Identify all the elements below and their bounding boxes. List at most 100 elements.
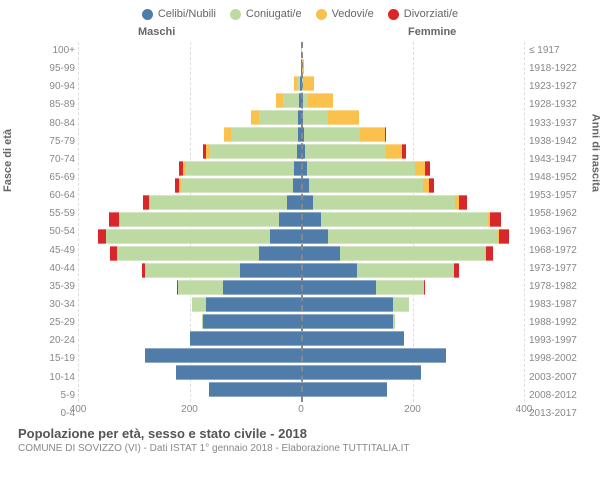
bar-segment (499, 229, 509, 244)
age-band: 100+ (20, 42, 75, 59)
bar-segment (210, 144, 296, 159)
legend-label: Divorziati/e (404, 8, 458, 20)
legend-label: Vedovi/e (332, 8, 374, 20)
bar-segment (308, 93, 333, 108)
bar-segment (106, 229, 270, 244)
bars-container (78, 42, 524, 402)
x-axis: 4002000200400 (78, 404, 524, 422)
bar-segment (259, 110, 298, 125)
bar-segment (109, 212, 119, 227)
x-tick: 0 (298, 404, 304, 415)
birth-year: 1953-1957 (529, 187, 584, 204)
age-band: 65-69 (20, 169, 75, 186)
bar-segment (186, 161, 295, 176)
bar-segment (178, 280, 223, 295)
birth-year: 1968-1972 (529, 242, 584, 259)
pyramid-chart: Celibi/Nubili Coniugati/e Vedovi/e Divor… (0, 0, 600, 500)
bar-segment (176, 365, 301, 380)
age-band: 85-89 (20, 96, 75, 113)
age-band: 95-99 (20, 60, 75, 77)
bar-segment (490, 212, 501, 227)
legend-dot (316, 9, 327, 20)
legend-dot (388, 9, 399, 20)
bar-segment (454, 263, 458, 278)
age-band: 50-54 (20, 223, 75, 240)
birth-year: 1933-1937 (529, 115, 584, 132)
bar-segment (313, 195, 455, 210)
bar-segment (301, 314, 393, 329)
bar-segment (402, 144, 405, 159)
bar-segment (303, 110, 328, 125)
female-header: Femmine (408, 26, 456, 38)
center-line (301, 42, 303, 402)
legend-item-celibi: Celibi/Nubili (142, 8, 216, 20)
bar-segment (190, 331, 302, 346)
bar-segment (393, 314, 395, 329)
age-band: 55-59 (20, 205, 75, 222)
bar-segment (283, 93, 300, 108)
bar-segment (203, 314, 301, 329)
birth-year: 1998-2002 (529, 350, 584, 367)
age-band: 10-14 (20, 369, 75, 386)
birth-year: ≤ 1917 (529, 42, 584, 59)
bar-segment (206, 297, 301, 312)
bar-segment (240, 263, 301, 278)
male-header: Maschi (138, 26, 175, 38)
bar-segment (301, 348, 446, 363)
plot-area: Fasce di età Anni di nascita 100+95-9990… (8, 42, 592, 422)
legend: Celibi/Nubili Coniugati/e Vedovi/e Divor… (8, 8, 592, 20)
bar-segment (301, 297, 393, 312)
legend-label: Coniugati/e (246, 8, 302, 20)
birth-year: 1988-1992 (529, 314, 584, 331)
bar-segment (98, 229, 106, 244)
age-band: 25-29 (20, 314, 75, 331)
birth-year-labels: ≤ 19171918-19221923-19271928-1932 1933-19… (529, 42, 584, 422)
x-tick: 400 (516, 404, 533, 415)
bar-segment (415, 161, 425, 176)
bar-segment (340, 246, 485, 261)
bar-segment (287, 195, 301, 210)
bar-segment (279, 212, 301, 227)
bar-segment (360, 127, 385, 142)
bar-segment (110, 246, 117, 261)
birth-year: 1948-1952 (529, 169, 584, 186)
bar-segment (293, 178, 301, 193)
bar-segment (301, 246, 340, 261)
bar-segment (145, 348, 301, 363)
bar-segment (301, 263, 357, 278)
bar-segment (305, 144, 386, 159)
gender-headers: Maschi Femmine (8, 26, 592, 42)
birth-year: 1928-1932 (529, 96, 584, 113)
y-axis-right-label: Anni di nascita (589, 114, 600, 192)
age-band: 70-74 (20, 151, 75, 168)
birth-year: 1963-1967 (529, 223, 584, 240)
bar-segment (304, 127, 360, 142)
bar-segment (328, 110, 359, 125)
bar-segment (276, 93, 283, 108)
bar-segment (251, 110, 259, 125)
bar-segment (117, 246, 259, 261)
x-tick: 400 (70, 404, 87, 415)
bar-segment (425, 161, 429, 176)
age-band: 20-24 (20, 332, 75, 349)
age-band: 45-49 (20, 242, 75, 259)
x-tick: 200 (404, 404, 421, 415)
bar-segment (386, 144, 403, 159)
bar-segment (224, 127, 231, 142)
bar-segment (150, 195, 287, 210)
bar-segment (120, 212, 279, 227)
bar-segment (393, 297, 409, 312)
age-band: 80-84 (20, 115, 75, 132)
chart-subtitle: COMUNE DI SOVIZZO (VI) - Dati ISTAT 1° g… (18, 443, 592, 454)
bar-segment (328, 229, 498, 244)
birth-year: 1918-1922 (529, 60, 584, 77)
bar-segment (192, 297, 206, 312)
legend-item-vedovi: Vedovi/e (316, 8, 374, 20)
bar-segment (309, 178, 423, 193)
birth-year: 1923-1927 (529, 78, 584, 95)
birth-year: 1943-1947 (529, 151, 584, 168)
age-band: 0-4 (20, 405, 75, 422)
age-band: 40-44 (20, 260, 75, 277)
legend-label: Celibi/Nubili (158, 8, 216, 20)
bar-segment (231, 127, 298, 142)
